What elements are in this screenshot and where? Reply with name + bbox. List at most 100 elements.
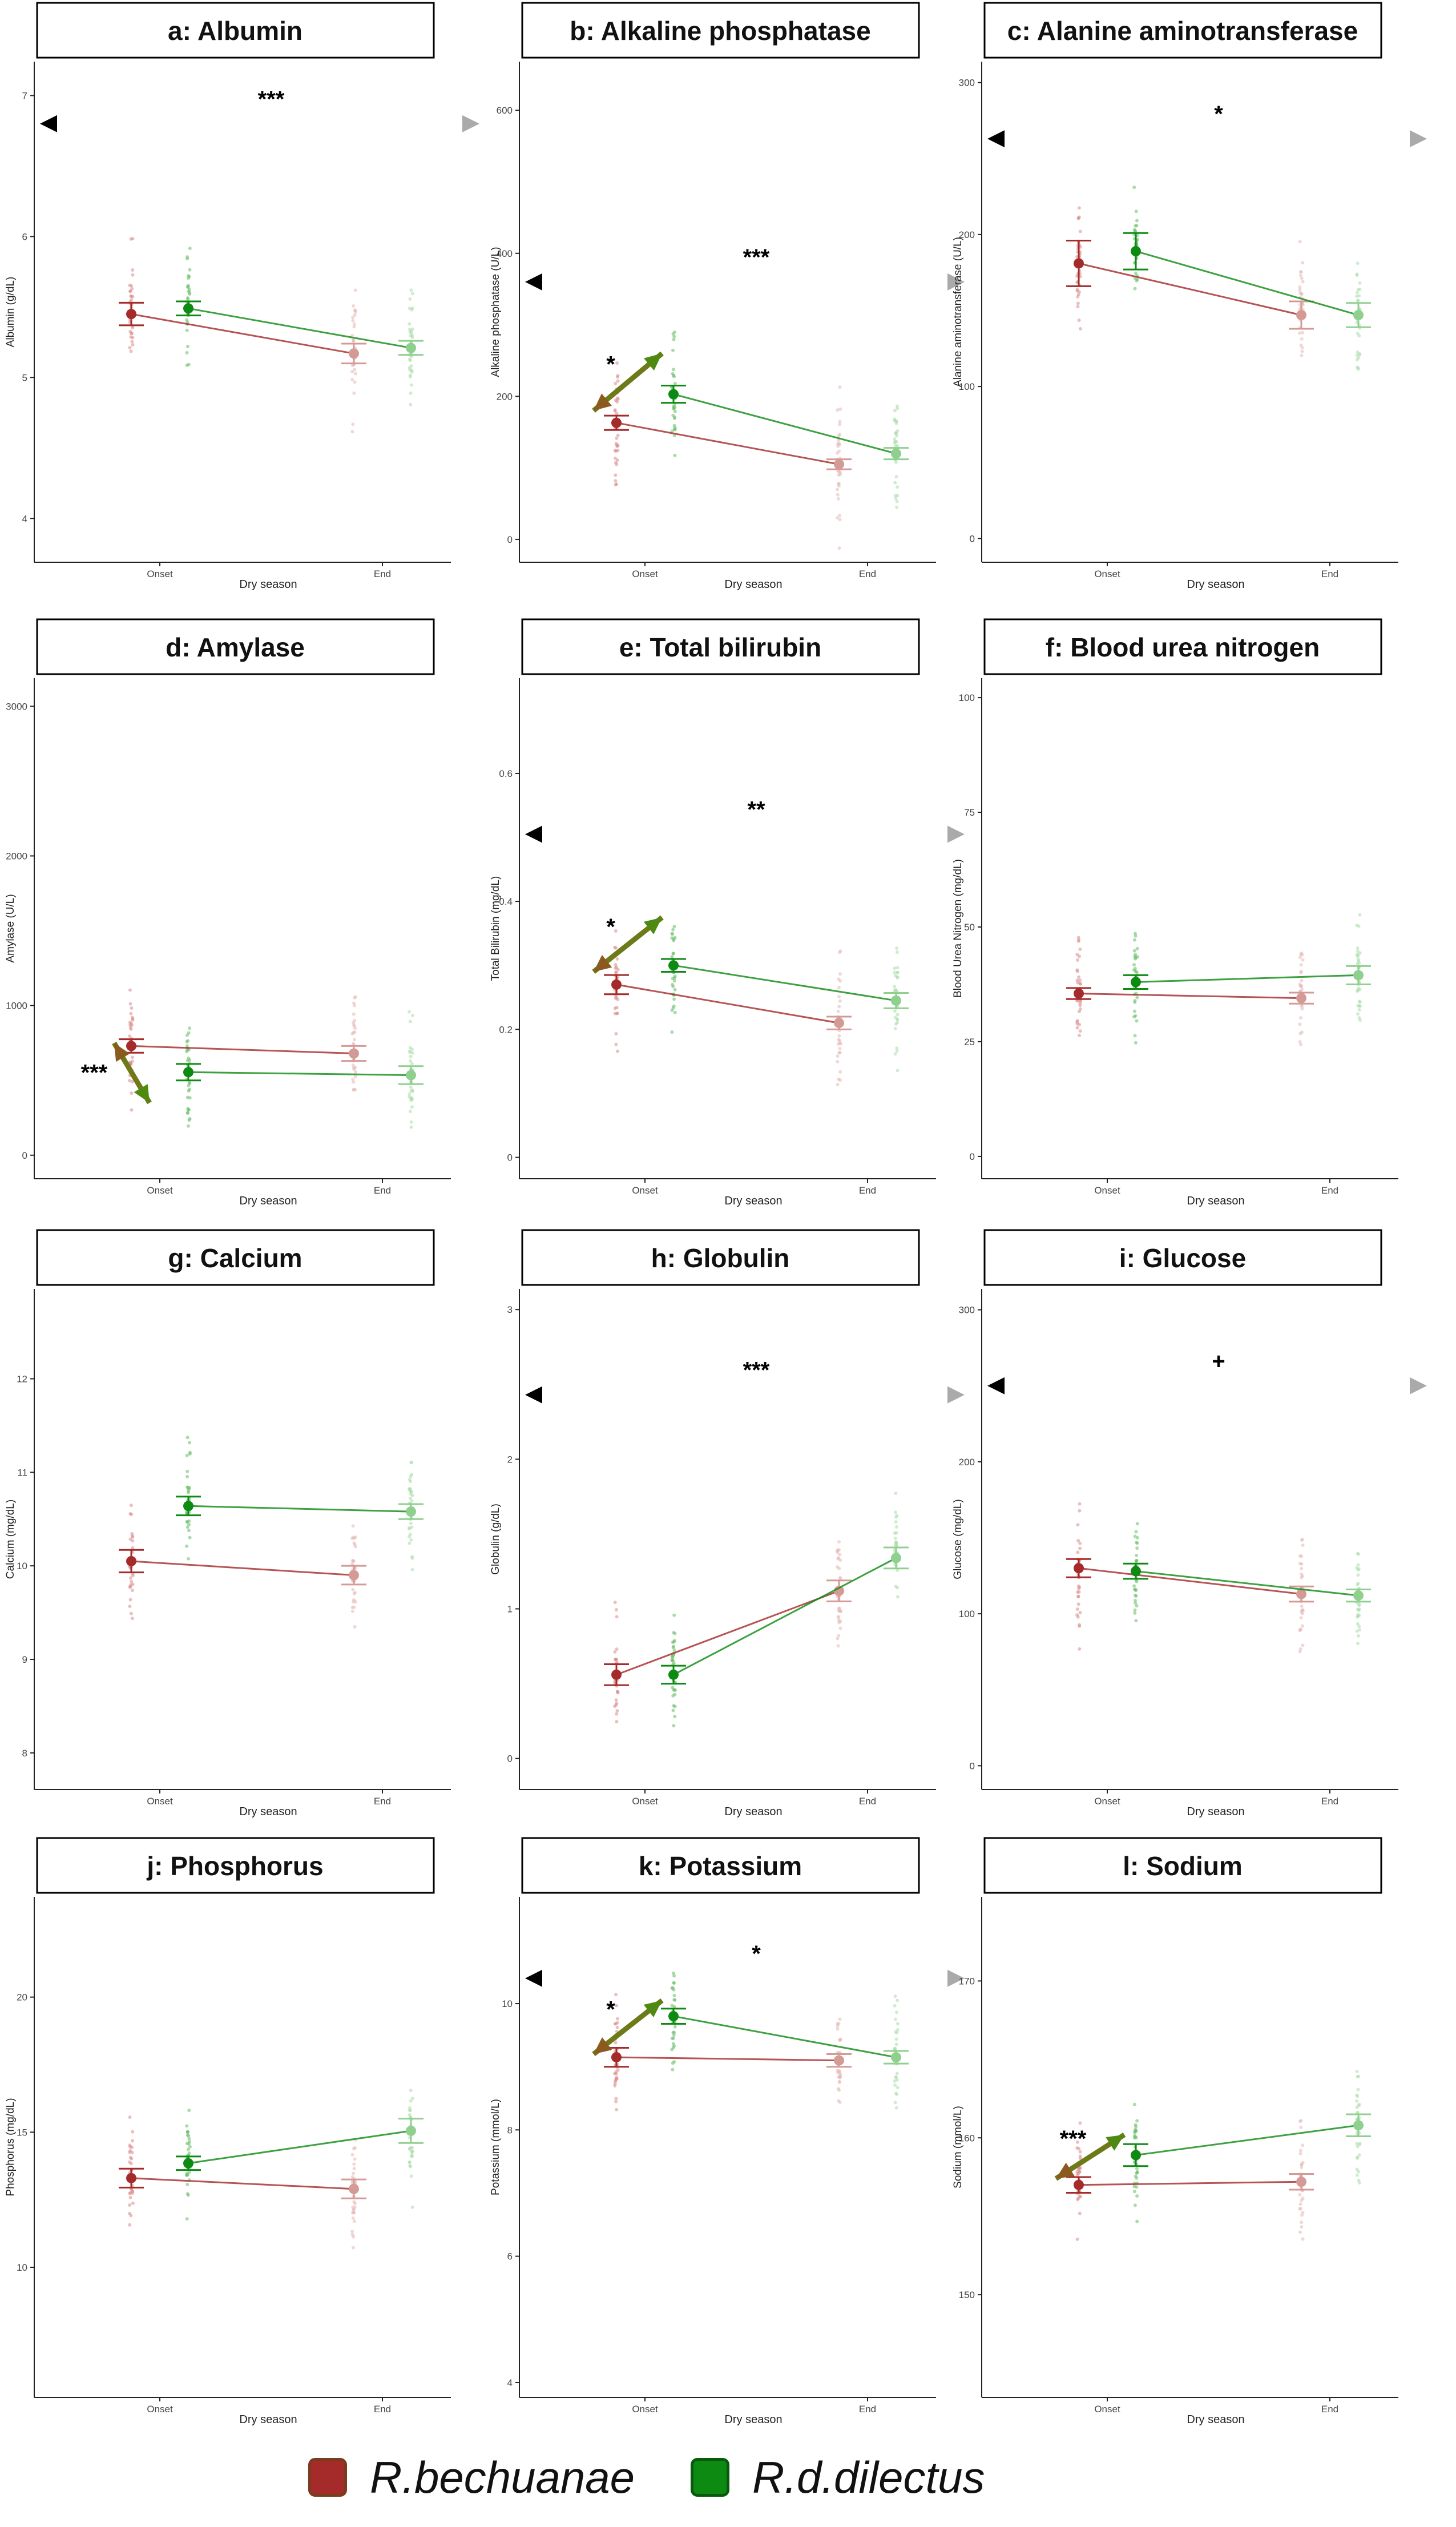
raw-point (1298, 1040, 1302, 1044)
raw-point (896, 1017, 900, 1021)
raw-point (1078, 1623, 1082, 1627)
raw-point (837, 994, 841, 998)
raw-point (128, 1002, 132, 1006)
raw-point (129, 1062, 133, 1066)
raw-point (1356, 366, 1360, 370)
raw-point (128, 1512, 132, 1516)
raw-point (353, 1535, 357, 1539)
y-axis-label: Calcium (mg/dL) (5, 1500, 17, 1579)
raw-point (1076, 1550, 1080, 1554)
raw-point (187, 2151, 191, 2155)
raw-point (130, 1588, 134, 1592)
raw-point (1132, 186, 1136, 190)
x-axis-label: Dry season (239, 1805, 297, 1818)
raw-point (409, 402, 413, 406)
panel-g: g: Calcium 8 9 10 11 12 Onset End Dry season Calc… (5, 1229, 451, 1818)
y-tick-label: 9 (22, 1654, 27, 1665)
mean-point-dilectus (406, 1070, 416, 1081)
raw-point (1076, 1602, 1080, 1606)
raw-point (131, 2130, 135, 2134)
raw-point (1076, 1538, 1080, 1542)
raw-point (671, 348, 675, 352)
series-line-bechuanae (131, 1560, 354, 1577)
series-line-dilectus (188, 1071, 412, 1077)
raw-point (185, 328, 189, 332)
raw-point (671, 332, 675, 336)
raw-point (1299, 1627, 1303, 1631)
mean-point-bechuanae (349, 1048, 359, 1059)
raw-point (893, 989, 897, 993)
raw-point (838, 407, 842, 411)
raw-point (128, 2160, 132, 2164)
x-axis-label: Dry season (724, 1805, 782, 1818)
raw-point (352, 325, 356, 329)
raw-point (670, 2048, 674, 2052)
raw-point (615, 1709, 619, 1713)
raw-point (672, 1981, 676, 1985)
raw-point (1300, 2213, 1304, 2217)
raw-point (1301, 958, 1305, 962)
raw-point (1298, 288, 1302, 292)
raw-point (672, 2033, 676, 2037)
mean-point-dilectus (668, 389, 679, 400)
raw-point (894, 1491, 898, 1495)
raw-point (896, 2028, 900, 2032)
raw-point (185, 350, 189, 354)
raw-point (893, 437, 897, 441)
raw-point (615, 1011, 619, 1015)
raw-point (1300, 1572, 1304, 1576)
raw-point (838, 1626, 842, 1630)
panel-title: f: Blood urea nitrogen (1046, 632, 1320, 662)
x-tick-label: End (859, 1185, 876, 1196)
x-tick-label: End (374, 569, 391, 579)
x-tick-label: End (859, 2404, 876, 2415)
raw-point (408, 1046, 412, 1050)
raw-point (186, 1124, 190, 1128)
raw-point (1135, 996, 1139, 999)
mean-point-bechuanae (1074, 2179, 1084, 2190)
raw-point (1075, 288, 1079, 292)
raw-point (410, 2154, 414, 2158)
panel-title: k: Potassium (639, 1851, 802, 1881)
raw-point (1357, 999, 1361, 1003)
raw-point (670, 1008, 674, 1012)
raw-point (1135, 1554, 1139, 1558)
raw-point (893, 985, 897, 989)
raw-point (1132, 2190, 1136, 2194)
raw-point (408, 357, 412, 361)
raw-point (1301, 2211, 1305, 2215)
raw-point (187, 1047, 191, 1051)
species-significance: * (606, 352, 615, 377)
raw-point (1134, 1530, 1138, 1534)
raw-point (1135, 2171, 1139, 2175)
raw-point (350, 378, 354, 382)
x-axis-label: Dry season (1187, 578, 1244, 591)
raw-point (352, 1598, 356, 1602)
raw-point (131, 295, 135, 299)
raw-point (672, 1704, 676, 1708)
raw-point (353, 1026, 357, 1030)
raw-point (128, 2223, 132, 2227)
raw-point (350, 2230, 354, 2234)
raw-point (1301, 2237, 1305, 2241)
raw-point (1300, 969, 1304, 973)
y-tick-label: 0 (970, 533, 975, 544)
raw-point (351, 1524, 355, 1528)
raw-point (408, 2109, 412, 2113)
raw-point (670, 932, 674, 936)
species-arrow-head-brown (1056, 2162, 1075, 2179)
raw-point (408, 1110, 412, 1114)
species-arrow-head-brown (594, 954, 612, 972)
y-tick-label: 3 (507, 1304, 513, 1315)
raw-point (836, 497, 840, 501)
legend-swatch-dilectus (691, 2458, 729, 2497)
raw-point (350, 333, 354, 337)
raw-point (409, 1055, 413, 1059)
raw-point (1356, 1615, 1360, 1619)
raw-point (671, 2036, 675, 2040)
panel-e: e: Total bilirubin 0 0.2 0.4 0.6 Onset End Dry … (490, 618, 965, 1207)
raw-point (895, 1049, 899, 1053)
raw-point (353, 2205, 357, 2209)
y-tick-label: 300 (959, 1305, 975, 1316)
raw-point (409, 2099, 413, 2103)
